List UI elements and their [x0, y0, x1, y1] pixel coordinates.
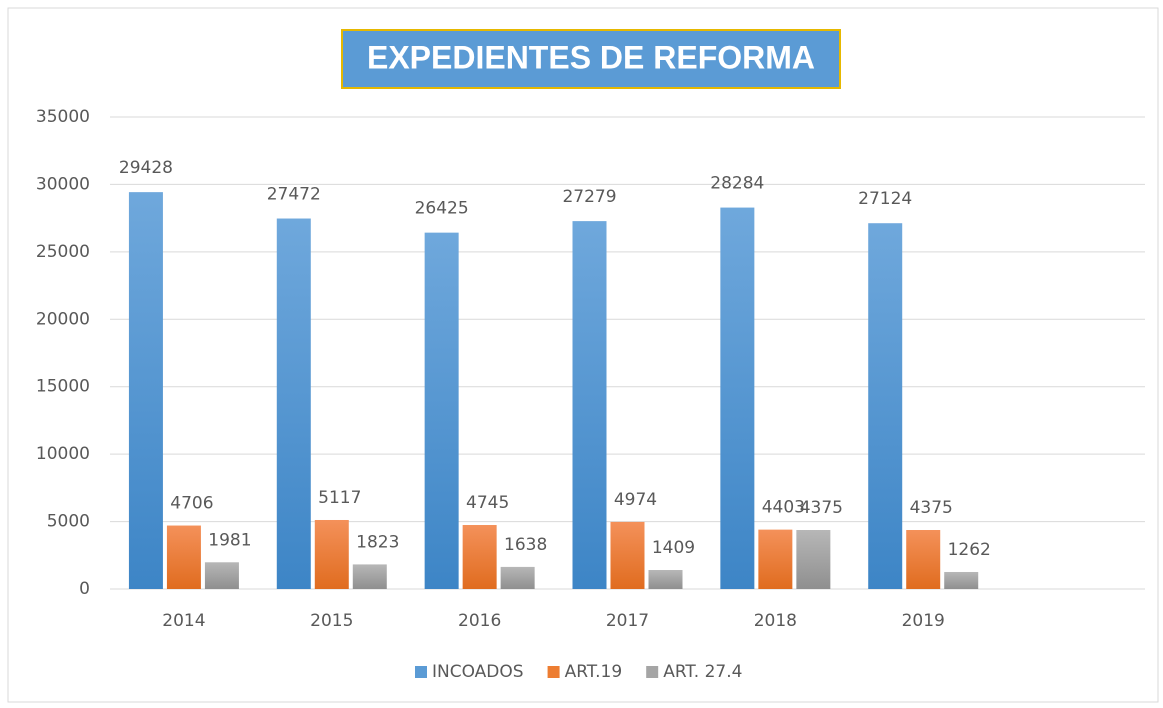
data-label: 4375	[910, 498, 953, 518]
data-label: 29428	[119, 158, 173, 178]
y-tick-label: 0	[79, 579, 90, 599]
bar	[648, 569, 683, 589]
data-label: 1981	[208, 530, 251, 550]
data-label: 4974	[614, 490, 657, 510]
legend-label: ART.19	[565, 662, 623, 682]
bar	[868, 223, 903, 589]
legend-swatch	[547, 666, 560, 678]
data-label: 28284	[710, 174, 764, 194]
x-tick-label: 2016	[458, 611, 501, 631]
bar	[276, 218, 311, 590]
chart-title: EXPEDIENTES DE REFORMA	[367, 39, 815, 75]
y-tick-label: 15000	[36, 377, 90, 397]
bar	[352, 564, 387, 589]
bar	[462, 525, 497, 589]
x-tick-label: 2014	[162, 611, 205, 631]
bar	[720, 207, 755, 589]
x-tick-label: 2015	[310, 611, 353, 631]
x-tick-label: 2019	[902, 611, 945, 631]
data-label: 1823	[356, 532, 399, 552]
y-tick-label: 5000	[47, 512, 90, 532]
y-tick-label: 25000	[36, 242, 90, 262]
bar	[610, 521, 645, 589]
bar	[906, 530, 941, 589]
bar	[944, 571, 979, 589]
data-label: 5117	[318, 488, 361, 508]
y-tick-label: 35000	[36, 107, 90, 127]
data-label: 4403	[762, 498, 805, 518]
data-label: 27279	[562, 187, 616, 207]
data-label: 27124	[858, 189, 912, 209]
data-label: 1262	[948, 540, 991, 560]
bar	[128, 192, 163, 589]
bar	[424, 232, 459, 589]
title-box	[341, 29, 841, 89]
y-tick-label: 30000	[36, 174, 90, 194]
legend-label: ART. 27.4	[663, 662, 742, 682]
data-label: 4706	[170, 494, 213, 514]
bar	[758, 529, 793, 589]
data-label: 1638	[504, 535, 547, 555]
data-label: 27472	[267, 185, 321, 205]
data-label: 1409	[652, 538, 695, 558]
bar	[796, 530, 831, 589]
legend-swatch	[646, 666, 659, 678]
bar	[500, 566, 535, 589]
legend-label: INCOADOS	[432, 662, 524, 682]
x-tick-label: 2017	[606, 611, 649, 631]
data-label: 4375	[800, 498, 843, 518]
bar	[572, 221, 607, 589]
x-tick-label: 2018	[754, 611, 797, 631]
bar	[204, 562, 239, 589]
y-tick-label: 20000	[36, 309, 90, 329]
data-label: 26425	[415, 199, 469, 219]
y-tick-label: 10000	[36, 444, 90, 464]
data-label: 4745	[466, 493, 509, 513]
legend-swatch	[415, 666, 427, 678]
bar	[314, 519, 349, 589]
bar	[166, 525, 201, 589]
